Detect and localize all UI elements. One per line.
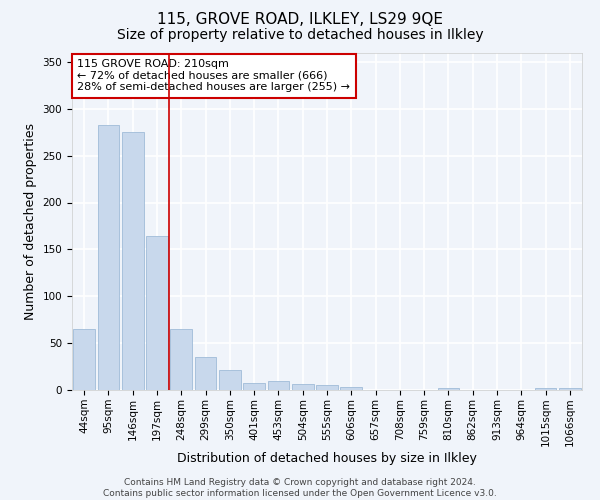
Bar — [170, 329, 192, 390]
Bar — [243, 382, 265, 390]
Text: 115 GROVE ROAD: 210sqm
← 72% of detached houses are smaller (666)
28% of semi-de: 115 GROVE ROAD: 210sqm ← 72% of detached… — [77, 59, 350, 92]
Bar — [194, 357, 217, 390]
Text: Size of property relative to detached houses in Ilkley: Size of property relative to detached ho… — [116, 28, 484, 42]
Bar — [316, 386, 338, 390]
Bar — [122, 132, 143, 390]
Bar — [219, 370, 241, 390]
Bar — [268, 380, 289, 390]
Y-axis label: Number of detached properties: Number of detached properties — [24, 122, 37, 320]
Bar — [340, 387, 362, 390]
X-axis label: Distribution of detached houses by size in Ilkley: Distribution of detached houses by size … — [177, 452, 477, 465]
Bar — [292, 384, 314, 390]
Bar — [559, 388, 581, 390]
Bar — [97, 124, 119, 390]
Bar — [146, 236, 168, 390]
Text: 115, GROVE ROAD, ILKLEY, LS29 9QE: 115, GROVE ROAD, ILKLEY, LS29 9QE — [157, 12, 443, 28]
Bar — [437, 388, 460, 390]
Bar — [73, 329, 95, 390]
Text: Contains HM Land Registry data © Crown copyright and database right 2024.
Contai: Contains HM Land Registry data © Crown c… — [103, 478, 497, 498]
Bar — [535, 388, 556, 390]
